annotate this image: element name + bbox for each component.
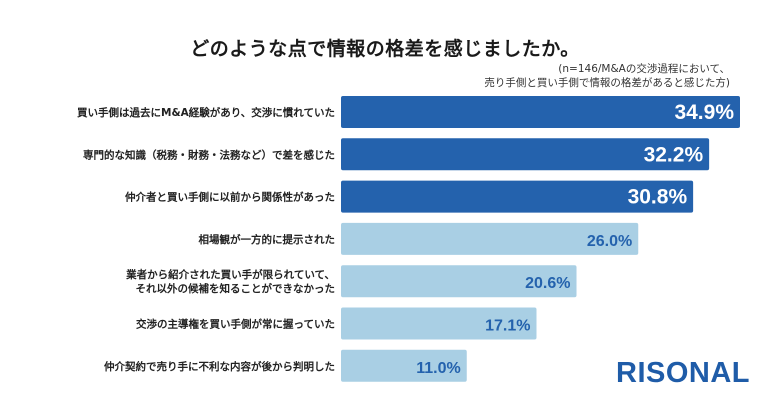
- bar-value-label-4: 20.6%: [525, 275, 570, 292]
- category-label-1: 専門的な知識（税務・財務・法務など）で差を感じた: [83, 148, 335, 161]
- sample-note-line-1: (n=146/M&Aの交渉過程において、: [558, 63, 730, 75]
- sample-note: (n=146/M&Aの交渉過程において、 売り手側と買い手側で情報の格差があると…: [484, 62, 730, 90]
- bar-value-label-1: 32.2%: [644, 143, 704, 166]
- category-label-2: 仲介者と買い手側に以前から関係性があった: [125, 191, 335, 204]
- bar-0: [341, 96, 740, 128]
- category-label-1-line-0: 専門的な知識（税務・財務・法務など）で差を感じた: [83, 148, 335, 161]
- category-label-4-line-0: 業者から紹介された買い手が限られていて、: [125, 268, 335, 281]
- bar-4: [341, 265, 577, 298]
- category-label-4-line-1: それ以外の候補を知ることができなかった: [136, 282, 336, 295]
- bar-6: [341, 349, 467, 382]
- bar-3: [341, 222, 639, 255]
- bar-value-label-6: 11.0%: [416, 360, 460, 377]
- category-label-0-line-0: 買い手側は過去にM&A経験があり、交渉に慣れていた: [77, 106, 335, 119]
- category-label-5-line-0: 交渉の主導権を買い手側が常に握っていた: [136, 318, 335, 331]
- sample-note-line-2: 売り手側と買い手側で情報の格差があると感じた方): [484, 77, 730, 89]
- brand-logo: RISONAL: [616, 357, 750, 389]
- bar-1: [341, 138, 710, 171]
- bar-value-label-0: 34.9%: [674, 101, 734, 124]
- category-label-3-line-0: 相場観が一方的に提示された: [199, 233, 336, 246]
- category-label-4: 業者から紹介された買い手が限られていて、それ以外の候補を知ることができなかった: [125, 268, 335, 295]
- category-label-3: 相場観が一方的に提示された: [199, 233, 336, 246]
- bar-value-label-3: 26.0%: [587, 233, 632, 250]
- bar-5: [341, 307, 537, 340]
- chart-title: どのような点で情報の格差を感じましたか。: [190, 38, 580, 60]
- category-label-6-line-0: 仲介契約で売り手に不利な内容が後から判明した: [104, 360, 335, 373]
- bar-value-label-2: 30.8%: [628, 186, 688, 209]
- category-label-2-line-0: 仲介者と買い手側に以前から関係性があった: [125, 191, 335, 204]
- bar-2: [341, 180, 694, 213]
- category-label-6: 仲介契約で売り手に不利な内容が後から判明した: [104, 360, 335, 373]
- bar-value-label-5: 17.1%: [485, 318, 530, 335]
- category-label-5: 交渉の主導権を買い手側が常に握っていた: [136, 318, 335, 331]
- category-label-0: 買い手側は過去にM&A経験があり、交渉に慣れていた: [77, 106, 335, 119]
